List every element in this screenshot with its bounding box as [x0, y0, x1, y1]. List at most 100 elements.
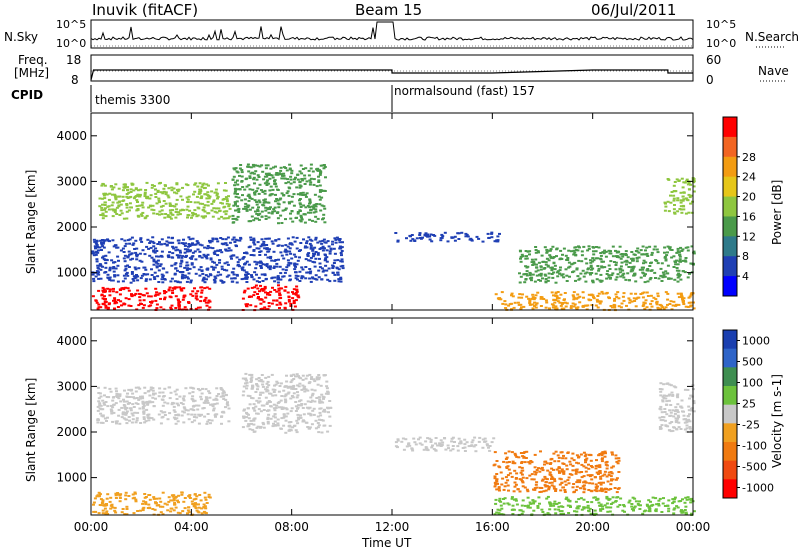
power-cell: [295, 290, 299, 293]
power-cell: [241, 268, 244, 271]
power-cell: [686, 199, 690, 202]
power-cell: [552, 271, 556, 274]
power-cell: [280, 244, 284, 247]
cpid-mode-2: normalsound (fast) 157: [394, 84, 535, 98]
power-cell: [260, 238, 264, 241]
power-cell: [614, 264, 618, 266]
power-cell: [234, 202, 237, 205]
power-cell: [181, 198, 184, 201]
velocity-cell: [514, 477, 518, 480]
velocity-cell: [249, 377, 253, 380]
velocity-cell: [500, 483, 504, 486]
velocity-cell: [513, 469, 517, 472]
velocity-cell: [594, 465, 598, 467]
power-cell: [298, 202, 302, 205]
velocity-cell: [102, 402, 106, 404]
power-cell: [339, 265, 343, 268]
power-cell: [475, 235, 479, 238]
power-cell: [655, 248, 659, 251]
velocity-cell: [260, 404, 264, 407]
velocity-cell: [669, 430, 673, 433]
power-cell: [183, 244, 187, 247]
velocity-cell: [658, 407, 662, 410]
power-cell: [126, 287, 130, 290]
power-cell: [570, 250, 573, 253]
velocity-cell: [548, 473, 552, 476]
power-cell: [574, 279, 577, 282]
velocity-cell: [310, 388, 314, 391]
power-cell: [212, 278, 216, 281]
noise-panel-frame: [90, 19, 694, 49]
velocity-cell: [215, 387, 219, 390]
velocity-cell: [637, 504, 641, 507]
power-cell: [525, 255, 528, 258]
power-cell: [341, 267, 345, 270]
velocity-cell: [97, 392, 101, 394]
power-cell: [666, 298, 670, 301]
velocity-cell: [303, 385, 307, 388]
velocity-cell: [281, 406, 285, 409]
power-cell: [675, 178, 679, 181]
power-cell: [128, 242, 132, 245]
power-cell: [301, 268, 305, 271]
velocity-cell: [181, 510, 185, 513]
velocity-cell: [610, 466, 614, 469]
power-cell: [216, 195, 220, 198]
power-cell: [601, 251, 605, 254]
power-cell: [595, 246, 598, 248]
velocity-cell: [496, 508, 500, 511]
velocity-cell: [265, 386, 269, 389]
xtick-label-2: 08:00: [274, 520, 309, 534]
power-cell: [296, 212, 300, 215]
velocity-cell: [610, 479, 613, 482]
power-cell: [236, 261, 240, 264]
power-cell: [164, 202, 168, 205]
power-cell: [313, 252, 316, 255]
velocity-cell: [575, 507, 579, 510]
velocity-cell: [418, 442, 422, 445]
power-cell: [193, 287, 196, 290]
velocity-cell: [98, 504, 102, 506]
velocity-cell: [289, 381, 293, 384]
power-cell: [655, 300, 659, 303]
velocity-cell: [530, 461, 534, 464]
power-cell: [668, 246, 672, 249]
power-cell: [683, 271, 687, 274]
power-cell: [242, 277, 246, 280]
velocity-cell: [207, 496, 211, 498]
power-cell: [542, 298, 546, 300]
power-cell: [146, 238, 150, 241]
velocity-cell: [617, 457, 621, 460]
power-cell: [258, 261, 262, 264]
power-cell: [127, 191, 131, 194]
power-cell: [619, 257, 623, 260]
power-cell: [92, 254, 96, 257]
power-cell: [170, 264, 174, 267]
power-cell: [259, 284, 262, 287]
velocity-cell: [523, 461, 527, 464]
velocity-cell: [142, 418, 146, 420]
velocity-cell: [187, 506, 191, 509]
power-ytick-label-2: 3000: [56, 174, 87, 188]
power-cell: [628, 301, 632, 304]
power-cell: [641, 305, 645, 307]
power-cell: [216, 271, 220, 274]
velocity-cell: [507, 450, 511, 453]
power-cell: [547, 276, 551, 279]
velocity-cell: [567, 482, 571, 485]
power-cell: [264, 291, 267, 294]
power-cell: [631, 259, 634, 262]
power-cell: [168, 203, 172, 206]
power-cell: [650, 251, 654, 254]
power-cell: [240, 169, 244, 171]
velocity-colorbar-segment: [723, 460, 737, 480]
power-cell: [500, 291, 504, 294]
power-cell: [152, 263, 156, 266]
power-cell: [152, 258, 156, 261]
velocity-cell: [249, 381, 253, 383]
velocity-cell: [430, 446, 434, 449]
power-cell: [199, 188, 203, 191]
velocity-cell: [219, 395, 223, 398]
power-cell: [101, 286, 105, 289]
velocity-cell: [116, 492, 120, 494]
